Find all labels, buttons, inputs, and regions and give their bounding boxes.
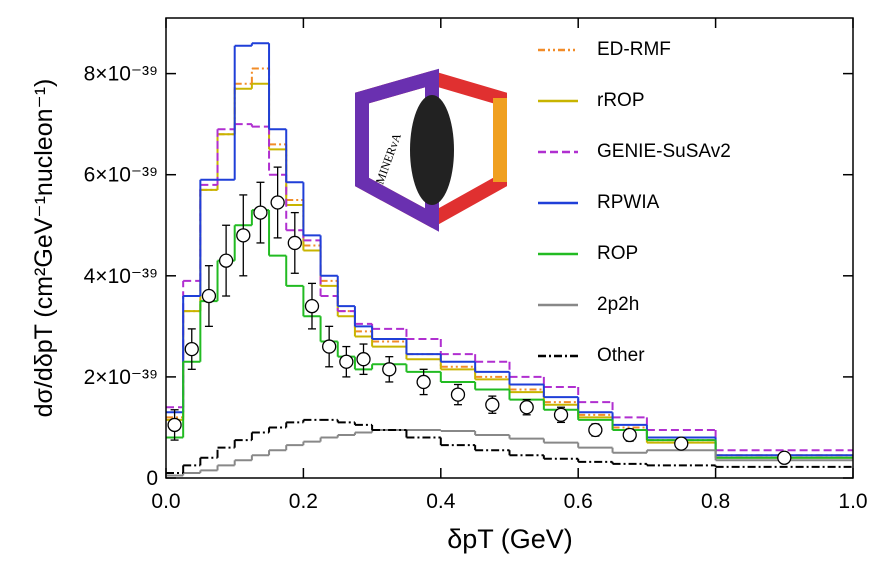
data-point [485, 397, 500, 412]
data-point [184, 341, 199, 357]
plot-frame [165, 17, 854, 479]
y-tick-label: 4×10⁻³⁹ [84, 265, 158, 288]
y-tick-label: 6×10⁻³⁹ [84, 164, 158, 187]
legend-label: RPWIA [597, 192, 660, 213]
legend-label: rROP [597, 90, 645, 111]
data-point [322, 339, 337, 354]
data-point [588, 422, 603, 438]
y-tick-label: 0 [146, 467, 158, 490]
data-point [356, 352, 371, 367]
legend-label: GENIE-SuSAv2 [597, 141, 731, 162]
x-tick-label: 0.4 [426, 490, 456, 513]
legend-label: ROP [597, 243, 638, 264]
y-tick-label: 8×10⁻³⁹ [84, 63, 158, 86]
data-point [674, 436, 689, 451]
y-axis-label: dσ/dδpT (cm²GeV⁻¹nucleon⁻¹) [30, 79, 58, 418]
data-point [622, 427, 637, 443]
data-point [270, 195, 285, 210]
logo: MINERvA [355, 68, 507, 232]
data-point [553, 407, 569, 422]
data-point [253, 205, 268, 220]
logo-figure [410, 95, 454, 205]
data-point [339, 354, 354, 369]
histogram-series [166, 123, 853, 452]
legend-label: Other [597, 345, 645, 366]
data-point [236, 228, 251, 243]
data-point [777, 450, 792, 465]
data-point [167, 417, 182, 433]
x-tick-label: 0.0 [151, 490, 180, 513]
data-point [416, 374, 431, 390]
logo-text: MINERvA [373, 131, 405, 186]
x-tick-label: 1.0 [838, 490, 867, 513]
histogram-series [166, 209, 853, 459]
x-axis-label: δpT (GeV) [447, 524, 573, 554]
data-point [450, 387, 466, 402]
x-tick-label: 0.8 [701, 490, 730, 513]
legend-label: 2p2h [597, 294, 639, 315]
legend-label: ED-RMF [597, 39, 671, 60]
data-point [304, 298, 320, 314]
data-point [218, 253, 234, 268]
data-point [519, 400, 534, 415]
data-point [382, 362, 397, 377]
y-tick-label: 2×10⁻³⁹ [84, 366, 158, 389]
histogram-series [166, 42, 853, 457]
data-point [201, 288, 217, 304]
x-tick-label: 0.2 [289, 490, 318, 513]
histogram-series [166, 418, 853, 474]
x-tick-label: 0.6 [564, 490, 593, 513]
data-point [287, 235, 302, 251]
